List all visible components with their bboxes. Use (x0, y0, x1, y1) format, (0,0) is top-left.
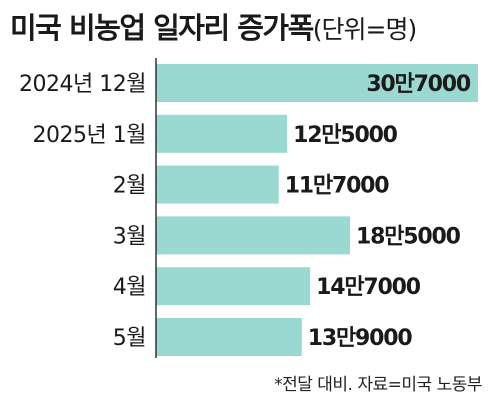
chart-title: 미국 비농업 일자리 증가폭(단위=명) (10, 11, 417, 45)
bar-0 (156, 64, 478, 102)
category-label-1: 2025년 1월 (33, 123, 146, 148)
category-label-0: 2024년 12월 (19, 72, 146, 97)
bar-5 (156, 318, 302, 356)
category-label-5: 5월 (113, 326, 146, 351)
category-label-4: 4월 (113, 275, 146, 300)
source-note: *전달 대비. 자료=미국 노동부 (274, 375, 482, 395)
value-label-5: 13만9000 (308, 326, 413, 351)
chart-unit-label: (단위=명) (312, 15, 417, 44)
value-label-0: 30만7000 (366, 72, 471, 97)
category-label-3: 3월 (113, 224, 146, 249)
value-label-2: 11만7000 (285, 174, 390, 199)
bar-1 (156, 114, 288, 153)
bar-2 (156, 165, 279, 204)
bar-4 (156, 267, 311, 306)
value-label-3: 18만5000 (356, 224, 461, 249)
value-label-1: 12만5000 (293, 123, 398, 148)
value-label-4: 14만7000 (316, 275, 421, 300)
chart-title-main: 미국 비농업 일자리 증가폭 (10, 11, 314, 45)
bar-3 (156, 216, 351, 255)
category-label-2: 2월 (113, 174, 146, 199)
